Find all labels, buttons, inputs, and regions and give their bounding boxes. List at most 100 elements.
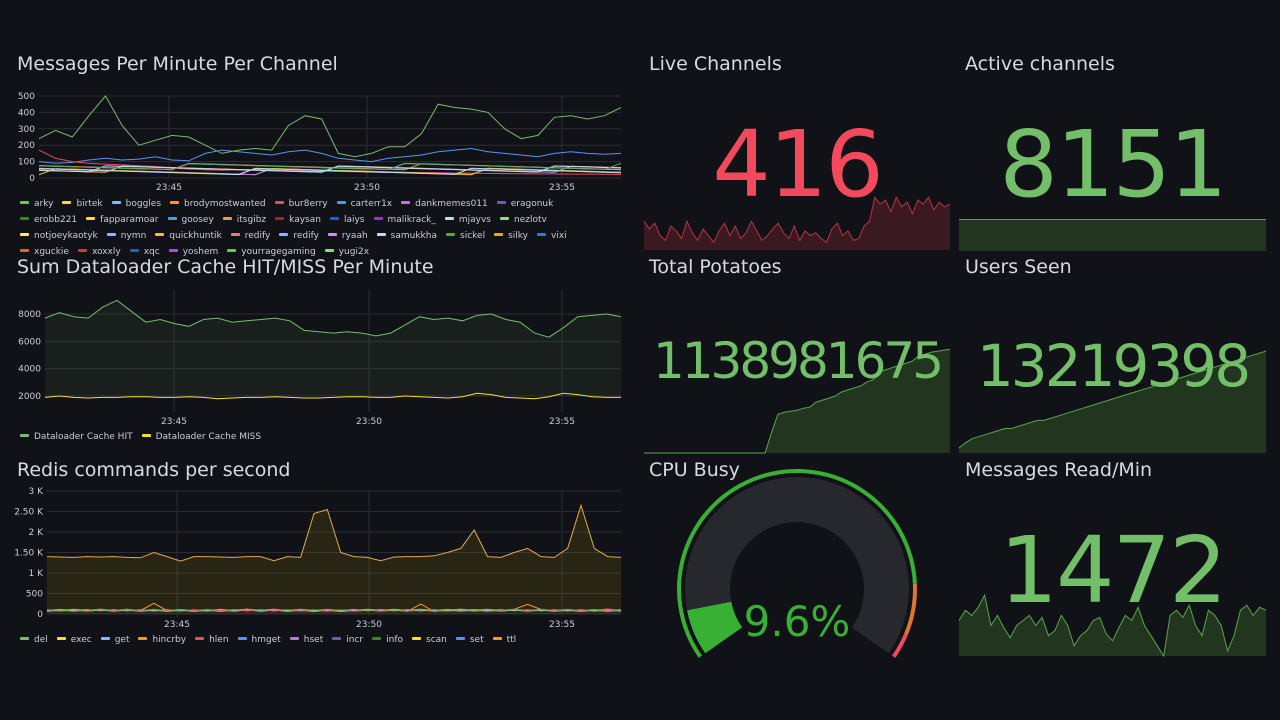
legend-item[interactable]: set: [455, 632, 484, 648]
x-tick-label: 23:45: [161, 417, 187, 427]
y-tick-label: 100: [18, 158, 35, 168]
legend-swatch: [289, 637, 299, 640]
legend-item[interactable]: xguckie: [20, 244, 69, 260]
legend-item[interactable]: hset: [289, 632, 323, 648]
legend-label: Dataloader Cache HIT: [34, 432, 133, 442]
legend-item[interactable]: notjoeykaotyk: [20, 228, 98, 244]
panel-title[interactable]: Total Potatoes: [649, 256, 782, 278]
series-line: [38, 162, 622, 171]
legend-swatch: [155, 233, 165, 236]
panel-title[interactable]: Sum Dataloader Cache HIT/MISS Per Minute: [17, 256, 434, 278]
gauge-threshold-warn: [904, 583, 917, 635]
legend-label: xguckie: [34, 247, 69, 257]
panel-title[interactable]: Users Seen: [965, 256, 1072, 278]
panel-title[interactable]: Redis commands per second: [17, 459, 291, 481]
legend-item[interactable]: itsgibz: [222, 212, 266, 228]
gauge-threshold-crit: [892, 633, 908, 658]
messages-chart[interactable]: 500 400 300 200 100 0 23:45 23:50 23:55: [17, 89, 627, 199]
legend-item[interactable]: erobb221: [20, 212, 77, 228]
legend-item[interactable]: hincrby: [138, 632, 186, 648]
legend-item[interactable]: quickhuntik: [155, 228, 222, 244]
legend-item[interactable]: hlen: [195, 632, 229, 648]
legend-item[interactable]: mjayvs: [444, 212, 491, 228]
legend-item[interactable]: nezlotv: [500, 212, 547, 228]
panel-title[interactable]: CPU Busy: [649, 459, 740, 481]
legend-swatch: [222, 217, 232, 220]
panel-users-seen: Users Seen 13219398: [958, 256, 1267, 453]
legend-item[interactable]: ttl: [492, 632, 517, 648]
legend-item[interactable]: sickel: [446, 228, 485, 244]
legend-item[interactable]: bur8erry: [274, 196, 328, 212]
legend-item[interactable]: goosey: [167, 212, 214, 228]
legend-item[interactable]: laiys: [329, 212, 365, 228]
legend-label: set: [469, 635, 484, 645]
legend-label: erobb221: [34, 215, 78, 225]
sparkline-area: [644, 197, 950, 250]
legend-item[interactable]: yoshem: [168, 244, 219, 260]
legend-item[interactable]: samukkha: [376, 228, 437, 244]
panel-dataloader-cache: Sum Dataloader Cache HIT/MISS Per Minute…: [17, 256, 627, 446]
legend-swatch: [327, 233, 337, 236]
legend-label: yoshem: [182, 247, 219, 257]
legend-item[interactable]: redify: [279, 228, 319, 244]
legend-item[interactable]: xqc: [129, 244, 160, 260]
redis-chart[interactable]: 3 K 2.50 K 2 K 1.50 K 1 K 500 0 23:45 23:50 23:55: [14, 487, 627, 631]
y-tick-label: 1.50 K: [14, 549, 44, 559]
total-potatoes-sparkline: [644, 348, 951, 454]
panel-title[interactable]: Messages Per Minute Per Channel: [17, 53, 338, 75]
legend-item[interactable]: scan: [412, 632, 447, 648]
legend-item[interactable]: fapparamoar: [86, 212, 159, 228]
legend-swatch: [500, 217, 509, 220]
legend-item[interactable]: Dataloader Cache MISS: [141, 429, 261, 445]
series-line: [38, 149, 622, 175]
legend-item[interactable]: vixi: [537, 228, 567, 244]
panel-title[interactable]: Messages Read/Min: [965, 459, 1153, 481]
legend-item[interactable]: incr: [332, 632, 363, 648]
legend-item[interactable]: exec: [56, 632, 92, 648]
legend-item[interactable]: del: [20, 632, 48, 648]
legend-item[interactable]: silky: [494, 228, 528, 244]
legend-swatch: [324, 249, 334, 252]
legend-item[interactable]: arky: [20, 196, 53, 212]
legend-item[interactable]: kaysan: [275, 212, 321, 228]
legend-item[interactable]: malikrack_: [373, 212, 436, 228]
legend-item[interactable]: nymn: [106, 228, 147, 244]
legend-label: quickhuntik: [169, 231, 222, 241]
legend-swatch: [62, 201, 72, 204]
legend-item[interactable]: boggles: [111, 196, 161, 212]
legend-item[interactable]: brodymostwanted: [170, 196, 266, 212]
sparkline-line: [958, 593, 1267, 658]
legend-item[interactable]: xoxxly: [77, 244, 121, 260]
legend-item[interactable]: ryaah: [327, 228, 368, 244]
y-tick-label: 400: [18, 108, 35, 118]
legend-item[interactable]: dankmemes011: [401, 196, 488, 212]
legend-item[interactable]: yourragegaming: [227, 244, 316, 260]
legend-label: ryaah: [341, 231, 368, 241]
legend-item[interactable]: Dataloader Cache HIT: [20, 429, 133, 445]
panel-title[interactable]: Live Channels: [649, 53, 782, 75]
legend-swatch: [329, 217, 339, 220]
y-tick-label: 1 K: [29, 569, 45, 579]
sparkline-area: [959, 351, 1266, 453]
legend-label: hmget: [251, 635, 281, 645]
sparkline-line: [643, 196, 951, 244]
legend-swatch: [141, 434, 151, 437]
legend-item[interactable]: info: [372, 632, 403, 648]
legend-item[interactable]: get: [100, 632, 129, 648]
y-tick-label: 2.50 K: [14, 508, 44, 518]
legend-item[interactable]: redify: [230, 228, 271, 244]
y-tick-label: 0: [29, 174, 35, 184]
legend-item[interactable]: birtek: [62, 196, 103, 212]
legend-item[interactable]: carterr1x: [336, 196, 392, 212]
legend-swatch: [496, 201, 506, 204]
legend-item[interactable]: hmget: [237, 632, 281, 648]
legend-label: redify: [244, 231, 271, 241]
legend-item[interactable]: yugi2x: [324, 244, 369, 260]
panel-title[interactable]: Active channels: [965, 53, 1115, 75]
legend-label: ttl: [506, 635, 517, 645]
legend-swatch: [86, 217, 96, 220]
legend-label: nymn: [120, 231, 147, 241]
dataloader-chart[interactable]: 8000 6000 4000 2000 23:45 23:50 23:55: [17, 290, 627, 430]
gauge-track: [685, 477, 909, 654]
legend-item[interactable]: eragonuk: [496, 196, 553, 212]
